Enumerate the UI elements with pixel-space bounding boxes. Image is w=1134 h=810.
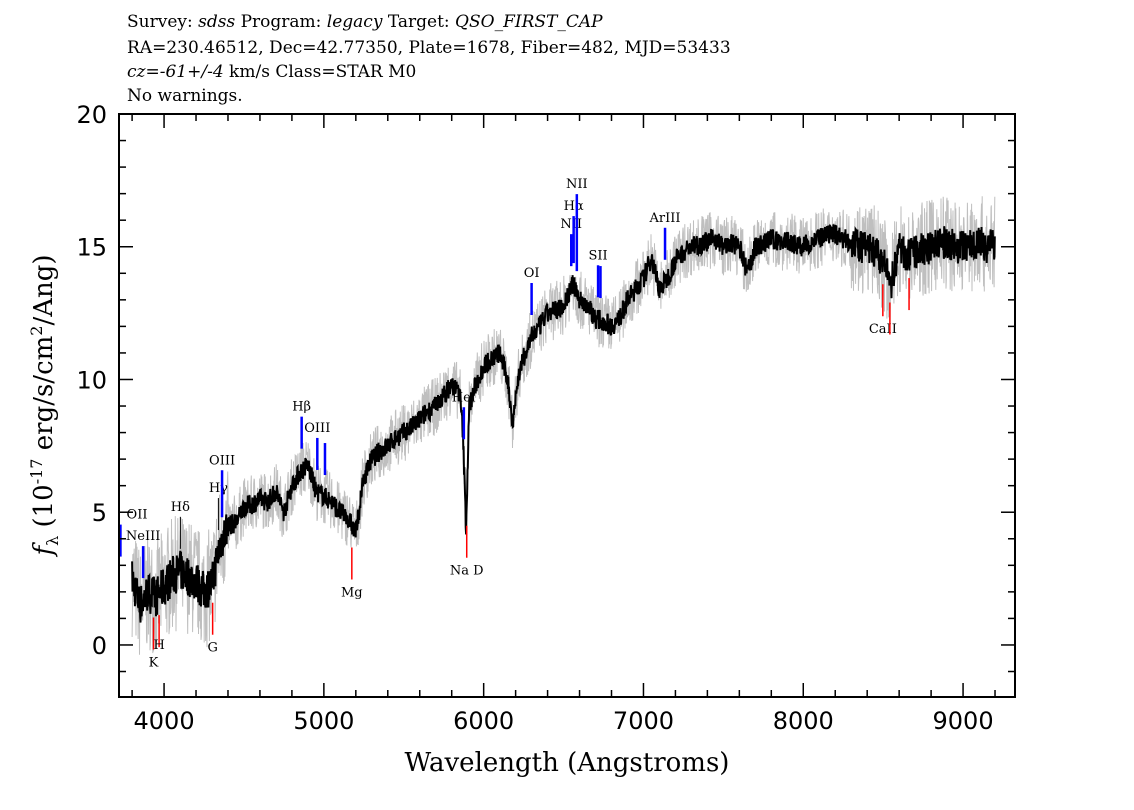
line-label: OI [524,266,540,281]
target-value: QSO_FIRST_CAP [455,12,603,32]
smoothed-spectrum [131,223,996,623]
warnings-text: No warnings. [127,86,243,106]
smoothed-spectrum-line [131,223,996,623]
line-label: K [149,655,159,670]
line-label: HeI [452,390,476,405]
x-tick-label: 5000 [293,707,354,735]
axis-ticks: 4000 5000 6000 7000 8000 9000 0 5 10 15 20 [76,101,1015,735]
target-label: Target: [387,12,450,32]
line-label: NeIII [126,529,160,544]
program-value: legacy [326,12,383,32]
x-tick-label: 9000 [933,707,994,735]
line-label: H [153,638,164,653]
line-label: NII [560,217,582,232]
line-label: CaII [869,322,897,337]
y-tick-label: 0 [92,632,107,660]
line-label: Na D [450,564,484,579]
survey-label: Survey: [127,12,193,32]
x-tick-label: 8000 [773,707,834,735]
line-label: Hδ [171,500,190,515]
x-tick-label: 7000 [613,707,674,735]
header-line-3: cz=-61+/-4 km/s Class=STAR M0 [127,62,416,83]
line-label: OIII [304,421,330,436]
x-tick-label: 4000 [134,707,195,735]
raw-spectrum-line [131,196,996,655]
line-markers: OII NeIII Hδ Hγ OIII Hβ OIII HeI OI NII Hα NII SII Ar… [119,177,910,670]
raw-spectrum [131,196,996,655]
line-label: Mg [341,585,363,600]
header-line-1: Survey: sdss Program: legacy Target: QSO… [127,12,603,33]
x-tick-label: 6000 [453,707,514,735]
y-axis-label: fλ (10-17 erg/s/cm2/Ang) [27,254,62,557]
program-label: Program: [240,12,322,32]
line-label: OIII [209,453,235,468]
redshift-value: cz=-61+/-4 [127,62,224,82]
line-label: OII [127,508,148,523]
y-tick-label: 20 [76,101,107,129]
line-label: Hβ [292,400,311,415]
class-value: km/s Class=STAR M0 [223,62,417,82]
line-label: ArIII [649,211,681,226]
line-label: NII [566,177,588,192]
header-line-2: RA=230.46512, Dec=42.77350, Plate=1678, … [127,38,731,58]
y-tick-label: 5 [92,499,107,527]
y-tick-label: 15 [76,234,107,262]
line-label: SII [588,248,607,263]
survey-value: sdss [198,12,236,32]
line-label: G [207,641,217,656]
line-label: Hα [564,199,584,214]
line-label: Hγ [209,481,228,496]
y-tick-label: 10 [76,366,107,394]
x-axis-label: Wavelength (Angstroms) [405,748,730,778]
